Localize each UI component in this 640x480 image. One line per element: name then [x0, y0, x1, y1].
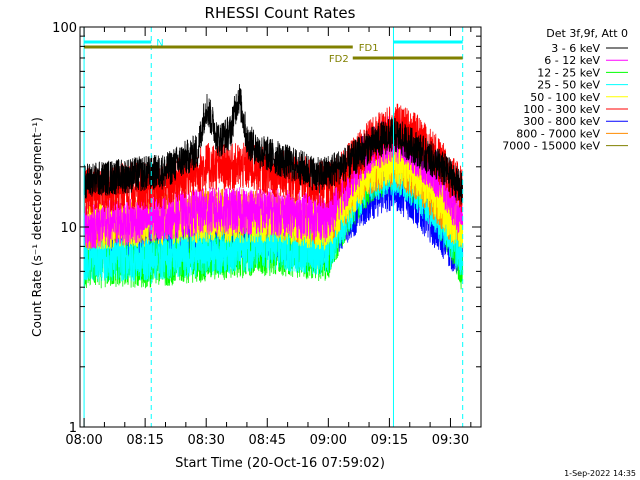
footer-timestamp: 1-Sep-2022 14:35: [564, 469, 636, 478]
x-tick-label: 09:00: [310, 433, 347, 448]
legend-label-100-300-kev: 100 - 300 keV: [523, 103, 600, 116]
x-tick-label: 08:45: [249, 433, 286, 448]
legend-title: Det 3f,9f, Att 0: [546, 27, 628, 40]
x-axis-label: Start Time (20-Oct-16 07:59:02): [175, 456, 385, 471]
annotation-label-fd2: FD2: [329, 54, 349, 65]
legend-label-50-100-kev: 50 - 100 keV: [530, 91, 600, 104]
legend-label-6-12-kev: 6 - 12 keV: [544, 54, 600, 67]
x-tick-label: 08:30: [187, 433, 224, 448]
x-tick-label: 09:15: [371, 433, 408, 448]
series-line-100-300-kev: [83, 103, 464, 216]
legend-label-3-6-kev: 3 - 6 keV: [551, 42, 600, 55]
x-tick-label: 08:15: [126, 433, 163, 448]
annotation-label-n: N: [156, 38, 163, 49]
annotation-layer: N FD1 FD2: [83, 27, 464, 427]
y-tick-label: 10: [60, 221, 77, 236]
y-tick-label: 1: [69, 421, 77, 436]
x-tick-label: 08:00: [65, 433, 102, 448]
legend-label-25-50-kev: 25 - 50 keV: [537, 79, 600, 92]
y-tick-label: 100: [52, 21, 77, 36]
legend-label-7000-15000-kev: 7000 - 15000 keV: [502, 140, 600, 153]
legend-label-800-7000-kev: 800 - 7000 keV: [516, 127, 600, 140]
series-line-3-6-kev: [83, 83, 464, 205]
legend-label-300-800-kev: 300 - 800 keV: [523, 115, 600, 128]
chart-title: RHESSI Count Rates: [205, 4, 356, 22]
x-tick-label: 09:30: [432, 433, 469, 448]
legend-label-12-25-kev: 12 - 25 keV: [537, 66, 600, 79]
y-axis-label: Count Rate (s⁻¹ detector segment⁻¹): [30, 117, 44, 337]
annotation-label-fd1: FD1: [359, 43, 379, 54]
axis-layer: 1 10 100 08:00 08:15 08:30 08:45 09:00 09:15 09:3…: [52, 21, 481, 448]
series-layer: [83, 83, 464, 290]
